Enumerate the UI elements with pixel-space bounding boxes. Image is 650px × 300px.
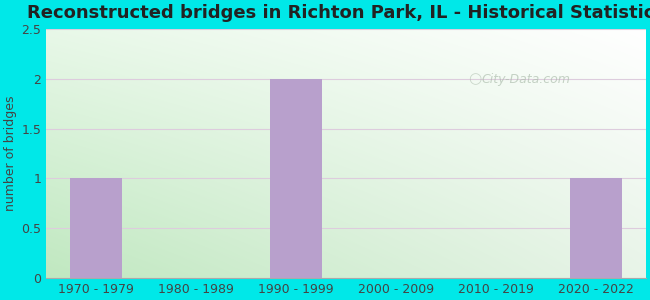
Title: Reconstructed bridges in Richton Park, IL - Historical Statistics: Reconstructed bridges in Richton Park, I… bbox=[27, 4, 650, 22]
Y-axis label: number of bridges: number of bridges bbox=[4, 96, 17, 212]
Text: City-Data.com: City-Data.com bbox=[482, 73, 570, 85]
Bar bbox=[270, 79, 322, 278]
Bar bbox=[70, 178, 122, 278]
Text: ○: ○ bbox=[468, 71, 482, 86]
Bar bbox=[570, 178, 622, 278]
